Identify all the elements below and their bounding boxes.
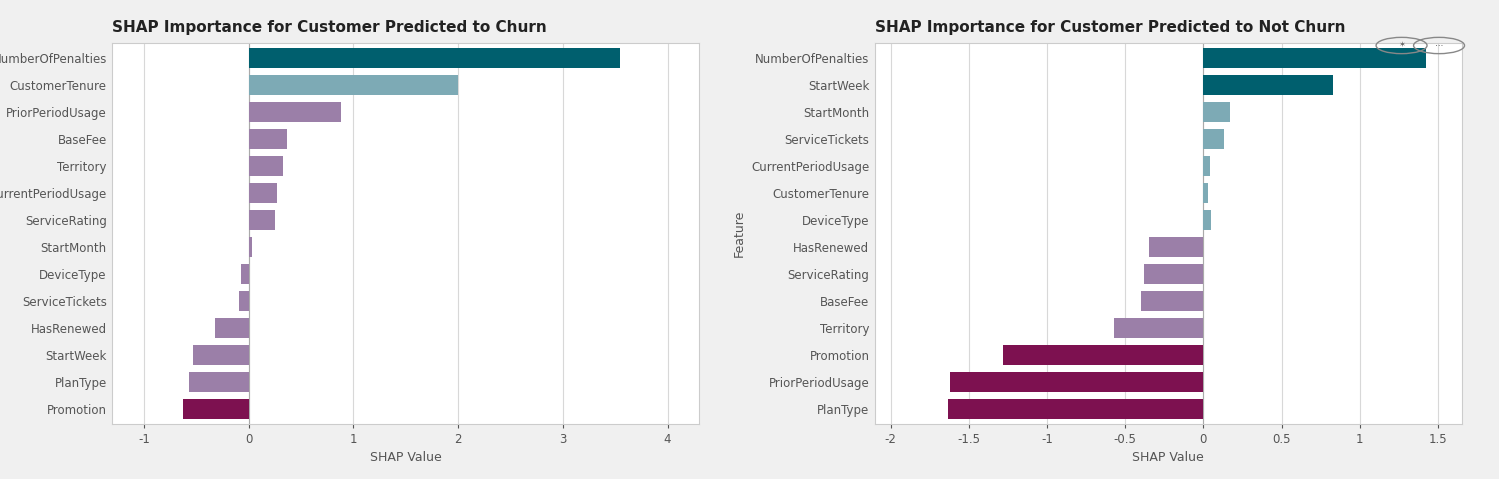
Bar: [249, 183, 277, 203]
Bar: [249, 48, 621, 68]
Bar: [249, 156, 283, 176]
Bar: [193, 345, 249, 365]
Bar: [249, 237, 252, 257]
Bar: [1114, 319, 1204, 338]
X-axis label: SHAP Value: SHAP Value: [1132, 452, 1204, 465]
Bar: [1204, 102, 1231, 122]
Bar: [950, 372, 1204, 392]
Text: ✶: ✶: [1399, 41, 1405, 50]
Y-axis label: Feature: Feature: [733, 210, 745, 257]
Bar: [249, 210, 274, 230]
Bar: [1003, 345, 1204, 365]
Bar: [241, 264, 249, 284]
Bar: [1204, 210, 1211, 230]
Bar: [1141, 291, 1204, 311]
Bar: [214, 319, 249, 338]
Bar: [1204, 183, 1208, 203]
Bar: [183, 399, 249, 419]
Bar: [1204, 129, 1223, 148]
X-axis label: SHAP Value: SHAP Value: [370, 452, 442, 465]
Bar: [240, 291, 249, 311]
Bar: [949, 399, 1204, 419]
Bar: [1204, 48, 1426, 68]
Bar: [1144, 264, 1204, 284]
Bar: [1148, 237, 1204, 257]
Bar: [1204, 75, 1333, 95]
Bar: [1204, 156, 1210, 176]
Bar: [249, 102, 340, 122]
Bar: [189, 372, 249, 392]
Text: SHAP Importance for Customer Predicted to Not Churn: SHAP Importance for Customer Predicted t…: [875, 20, 1346, 35]
Text: SHAP Importance for Customer Predicted to Churn: SHAP Importance for Customer Predicted t…: [112, 20, 547, 35]
Bar: [249, 129, 288, 148]
Text: ⋯: ⋯: [1435, 41, 1444, 50]
Bar: [249, 75, 459, 95]
